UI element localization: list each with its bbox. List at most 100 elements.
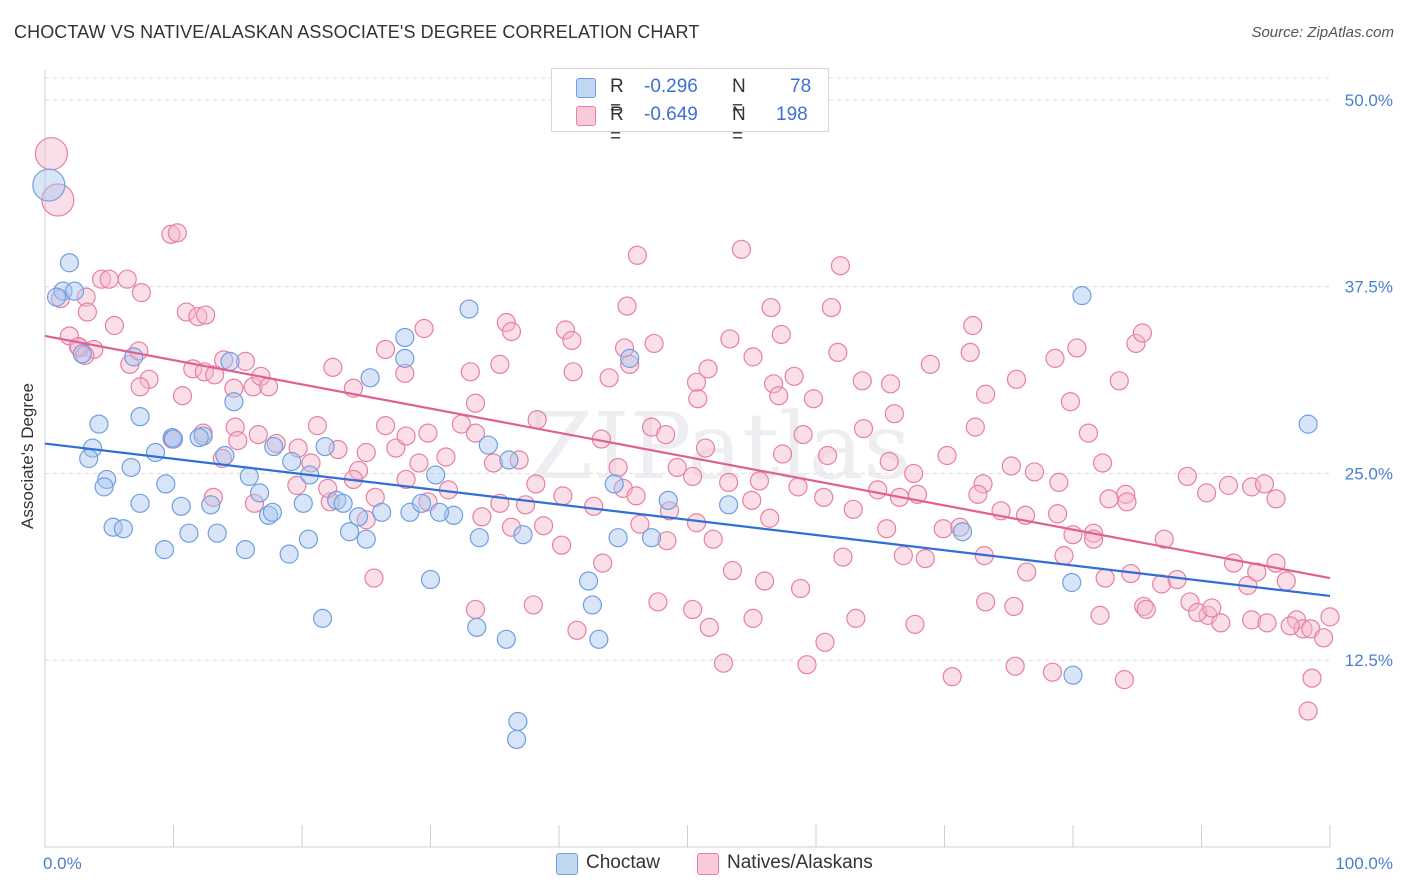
choctaw-point: [1063, 665, 1083, 685]
natives-point: [1092, 453, 1113, 473]
natives-point: [976, 384, 996, 404]
natives-point: [960, 342, 980, 363]
natives-point: [1017, 562, 1037, 582]
natives-swatch: [697, 853, 719, 875]
natives-point: [686, 513, 707, 533]
natives-point: [683, 599, 703, 620]
natives-point: [77, 302, 98, 322]
choctaw-point: [103, 517, 123, 537]
natives-point: [686, 372, 707, 392]
natives-point: [1211, 613, 1231, 633]
natives-point: [161, 224, 181, 244]
natives-point: [920, 354, 940, 374]
natives-point: [743, 608, 763, 628]
chart-title: CHOCTAW VS NATIVE/ALASKAN ASSOCIATE'S DE…: [14, 22, 700, 42]
natives-point: [196, 305, 216, 325]
correlation-legend: R = -0.296 N = 78 R = -0.649 N = 198: [551, 68, 829, 147]
natives-point: [1126, 333, 1146, 354]
natives-point: [763, 374, 784, 394]
natives-point: [266, 433, 286, 454]
legend-r-value: -0.296: [644, 76, 698, 97]
choctaw-point: [279, 544, 299, 564]
natives-points: [34, 137, 1340, 721]
choctaw-point: [444, 505, 464, 525]
natives-point: [465, 423, 486, 443]
choctaw-point: [467, 617, 487, 637]
natives-point: [688, 389, 708, 409]
natives-point: [769, 386, 789, 406]
y-tick-labels: 12.5% 25.0% 37.5% 50.0%: [1345, 91, 1393, 670]
natives-point: [743, 347, 763, 367]
natives-point: [1257, 613, 1277, 633]
choctaw-swatch: [556, 853, 578, 875]
natives-point: [803, 389, 824, 409]
choctaw-point: [620, 348, 640, 368]
choctaw-point: [220, 351, 240, 371]
choctaw-point: [264, 436, 284, 457]
choctaw-point: [282, 451, 302, 472]
natives-point: [409, 453, 429, 473]
natives-point: [287, 475, 307, 495]
choctaw-point: [97, 469, 117, 490]
natives-point: [657, 531, 677, 551]
natives-point: [1114, 670, 1135, 690]
choctaw-point: [658, 490, 678, 510]
natives-point: [683, 466, 703, 487]
natives-point: [904, 463, 924, 484]
natives-point: [562, 330, 582, 351]
choctaw-point: [249, 483, 270, 503]
natives-point: [742, 490, 762, 510]
natives-point: [501, 517, 522, 537]
natives-point: [523, 595, 543, 615]
choctaw-point: [333, 493, 353, 513]
natives-point: [963, 315, 983, 336]
natives-point: [131, 283, 151, 303]
natives-point: [1218, 475, 1239, 495]
natives-point: [172, 386, 193, 406]
choctaw-point: [113, 519, 133, 539]
choctaw-point: [162, 427, 182, 448]
choctaw-point: [356, 529, 376, 549]
choctaw-point: [395, 348, 415, 368]
natives-point: [879, 451, 899, 472]
natives-point: [880, 374, 901, 394]
choctaw-point: [508, 711, 528, 732]
natives-point: [828, 342, 848, 363]
natives-point: [1109, 371, 1129, 391]
natives-point: [599, 368, 619, 388]
natives-point: [1049, 472, 1069, 493]
x-tick-label: 100.0%: [1335, 854, 1393, 873]
natives-point: [244, 493, 265, 513]
natives-point: [563, 362, 583, 382]
natives-point: [630, 514, 650, 534]
natives-point: [130, 377, 150, 397]
natives-point: [877, 519, 897, 539]
natives-point: [104, 315, 124, 336]
natives-point: [772, 444, 793, 464]
choctaw-point: [121, 457, 141, 478]
natives-point: [790, 578, 811, 599]
choctaw-point: [420, 569, 441, 590]
natives-point: [396, 469, 416, 490]
natives-point: [496, 312, 516, 333]
choctaw-point: [348, 507, 369, 527]
series-legend: Choctaw Natives/Alaskans: [0, 851, 1406, 879]
natives-point: [76, 287, 96, 307]
natives-point: [1188, 602, 1208, 623]
choctaw-point: [429, 502, 450, 522]
choctaw-point: [641, 528, 662, 548]
natives-point: [91, 269, 112, 289]
natives-point: [754, 571, 775, 591]
choctaw-trend-line: [44, 442, 1331, 598]
choctaw-point: [201, 495, 221, 515]
natives-point: [364, 568, 384, 588]
natives-point: [1254, 474, 1275, 494]
natives-point: [644, 333, 664, 354]
natives-swatch: [576, 106, 596, 126]
natives-point: [626, 486, 646, 506]
natives-point: [396, 426, 416, 446]
natives-point: [34, 137, 69, 171]
natives-point: [1242, 610, 1262, 630]
natives-point: [784, 366, 804, 386]
natives-point: [1042, 662, 1063, 682]
